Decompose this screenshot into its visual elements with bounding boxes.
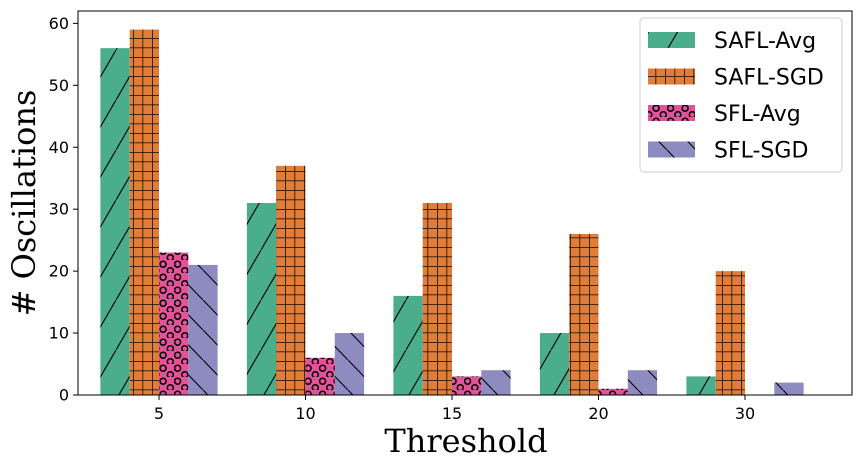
bar-hatch <box>627 370 658 395</box>
bar-hatch <box>246 203 277 395</box>
series-sfl-sgd <box>188 264 804 395</box>
y-tick-label: 0 <box>59 386 69 405</box>
plot-frame <box>77 10 853 396</box>
legend-label: SAFL-Avg <box>714 29 816 54</box>
bar-hatch <box>481 370 511 395</box>
legend: SAFL-Avg SAFL-SGD SFL-Avg SFL-SGD <box>639 17 843 173</box>
y-tick-label: 20 <box>49 262 69 281</box>
bar-hatch <box>393 295 423 395</box>
bar-hatch <box>452 376 482 395</box>
x-tick-label: 15 <box>442 404 462 423</box>
legend-swatch-hatch <box>648 105 695 121</box>
bar-hatch <box>569 233 599 395</box>
x-axis-label: Threshold <box>384 422 547 460</box>
bar-hatch <box>159 252 189 395</box>
plot-area <box>100 29 804 396</box>
legend-item: SAFL-Avg <box>648 29 816 54</box>
legend-swatch-hatch <box>648 141 695 158</box>
legend-swatch-hatch <box>648 68 695 85</box>
y-tick-label: 60 <box>49 14 69 33</box>
bar-hatch <box>686 376 716 395</box>
x-tick-label: 30 <box>735 404 755 423</box>
x-axis: 5 10 15 20 30 <box>154 395 755 423</box>
y-tick-label: 50 <box>49 76 69 95</box>
bar-hatch <box>715 271 745 395</box>
bar-hatch <box>539 333 570 395</box>
y-axis: 0 10 20 30 40 50 60 <box>49 14 78 405</box>
legend-box <box>639 17 843 173</box>
x-tick-label: 10 <box>295 404 315 423</box>
y-tick-label: 30 <box>49 200 69 219</box>
series-safl-sgd <box>129 29 745 395</box>
bar-hatch <box>598 388 628 395</box>
series-sfl-avg <box>159 252 628 395</box>
bar-hatch <box>305 357 335 395</box>
legend-item: SAFL-SGD <box>648 66 824 91</box>
x-tick-label: 5 <box>154 404 164 423</box>
legend-item: SFL-SGD <box>648 139 808 164</box>
y-tick-label: 40 <box>49 138 69 157</box>
legend-label: SAFL-SGD <box>714 66 824 91</box>
bar-hatch <box>422 203 452 395</box>
legend-label: SFL-Avg <box>714 102 801 127</box>
legend-item: SFL-Avg <box>648 102 801 127</box>
bar-hatch <box>774 382 804 395</box>
bar-hatch <box>129 29 159 395</box>
bar-hatch <box>188 264 218 395</box>
legend-label: SFL-SGD <box>714 139 808 164</box>
legend-swatch-hatch <box>648 32 695 48</box>
bar-hatch <box>276 165 306 395</box>
bar-hatch <box>100 48 130 396</box>
x-tick-label: 20 <box>588 404 608 423</box>
y-axis-label: # Oscillations <box>5 90 43 317</box>
y-tick-label: 10 <box>49 324 69 343</box>
series-safl-avg <box>100 48 716 396</box>
bar-hatch <box>334 333 365 395</box>
